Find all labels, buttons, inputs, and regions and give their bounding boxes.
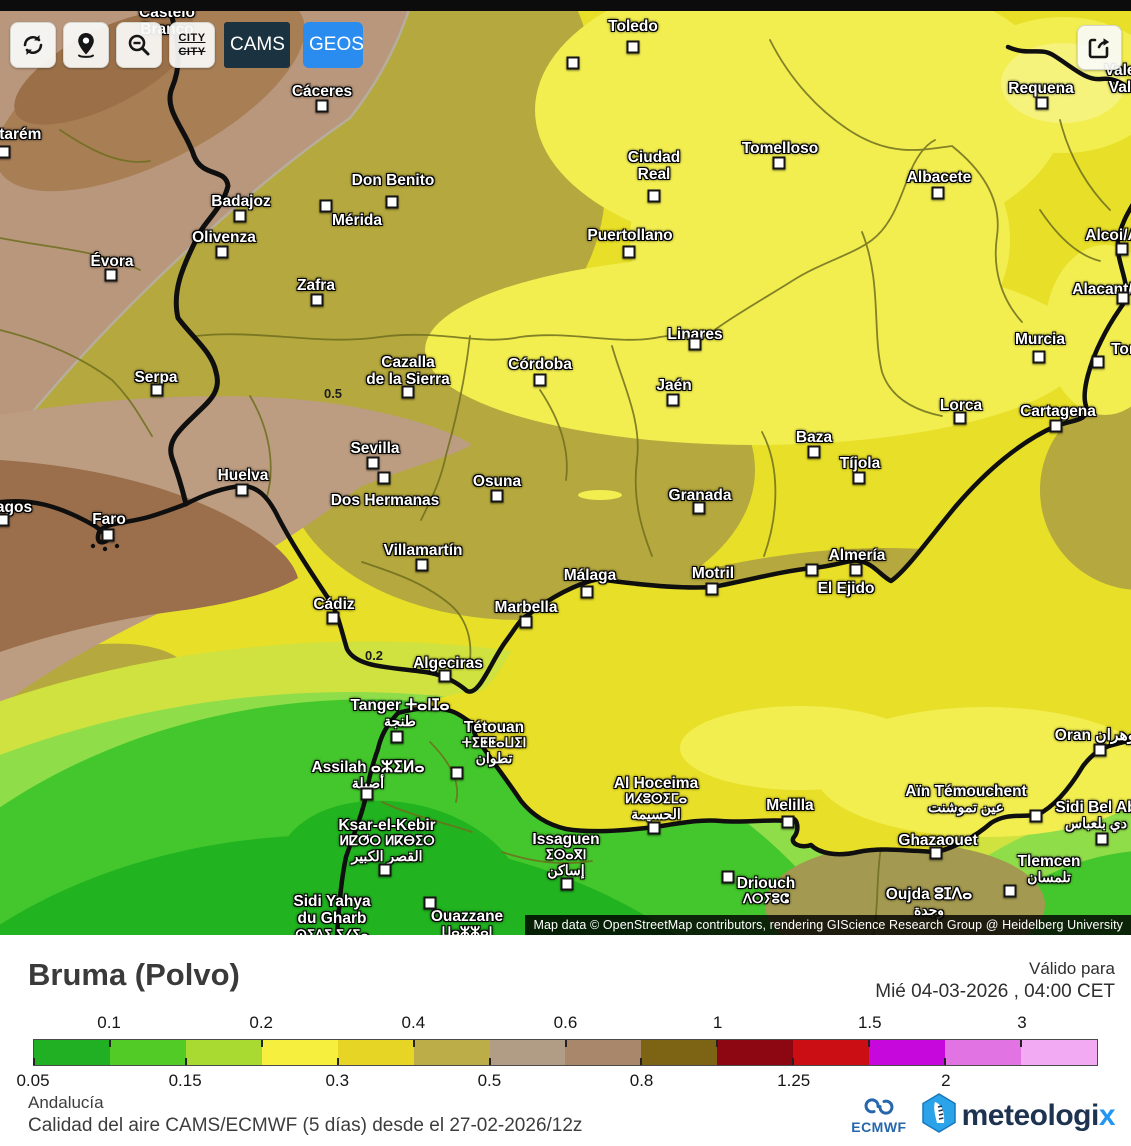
model-description: Calidad del aire CAMS/ECMWF (5 días) des… — [28, 1115, 583, 1136]
color-scale-bar — [33, 1039, 1098, 1066]
scale-tick-0.5 — [488, 1058, 491, 1065]
map-canvas[interactable]: CasteloBrancode la ReinaToledoCáceresata… — [0, 0, 1131, 935]
scale-label-0.8: 0.8 — [629, 1071, 654, 1090]
meteologix-hexagon-icon — [921, 1093, 957, 1138]
logos: ECMWF meteologix — [851, 1093, 1116, 1138]
scale-label-1.5: 1.5 — [857, 1013, 882, 1032]
scale-tick-0.1 — [108, 1040, 111, 1047]
ecmwf-icon — [862, 1097, 896, 1119]
scale-label-0.05: 0.05 — [16, 1071, 50, 1090]
meteologix-wordmark: meteologix — [961, 1098, 1116, 1132]
scale-label-1.25: 1.25 — [777, 1071, 811, 1090]
scale-tick-1 — [716, 1040, 719, 1047]
valid-time-value: Mié 04-03-2026 , 04:00 CET — [875, 981, 1115, 1002]
color-scale: 0.05 0.1 0.15 0.2 0.3 0.4 0.5 0.6 0.8 1 1.25 1.5 2 3 — [16, 1013, 1098, 1125]
region-name: Andalucía — [28, 1093, 104, 1112]
scale-tick-1.25 — [792, 1058, 795, 1065]
scale-tick-0.2 — [260, 1040, 263, 1047]
ecmwf-wordmark: ECMWF — [851, 1118, 907, 1135]
scale-segment-2 — [185, 1040, 262, 1065]
map-toolbar: CITY CITY CAMS GEOS — [10, 22, 364, 68]
zoom-out-button[interactable] — [116, 22, 162, 68]
refresh-icon — [20, 32, 46, 58]
scale-tick-0.15 — [184, 1058, 187, 1065]
parameter-title: Bruma (Polvo) — [28, 957, 240, 992]
scale-tick-0.6 — [564, 1040, 567, 1047]
top-black-bar — [0, 0, 1131, 11]
scale-label-0.5: 0.5 — [477, 1071, 502, 1090]
magnifier-minus-icon — [126, 32, 152, 58]
scale-label-0.2: 0.2 — [249, 1013, 274, 1032]
scale-segment-8 — [641, 1040, 718, 1065]
scale-label-1: 1 — [712, 1013, 723, 1032]
scale-label-0.15: 0.15 — [168, 1071, 202, 1090]
city-toggle-off-label: CITY — [178, 46, 206, 58]
scale-label-0.6: 0.6 — [553, 1013, 578, 1032]
city-toggle-on-label: CITY — [178, 31, 206, 44]
scale-tick-0.05 — [33, 1058, 35, 1065]
scale-segment-13 — [1020, 1040, 1097, 1065]
scale-segment-10 — [793, 1040, 870, 1065]
valid-time: Válido para Mié 04-03-2026 , 04:00 CET — [875, 959, 1115, 1003]
meteologix-logo: meteologix — [921, 1093, 1116, 1138]
location-pin-icon — [73, 31, 99, 59]
refresh-button[interactable] — [10, 22, 56, 68]
scale-segment-12 — [945, 1040, 1021, 1065]
scale-tick-1.5 — [868, 1040, 871, 1047]
share-button[interactable] — [1077, 25, 1122, 70]
scale-tick-3 — [1020, 1040, 1023, 1047]
ecmwf-logo: ECMWF — [851, 1097, 907, 1135]
scale-label-0.4: 0.4 — [401, 1013, 426, 1032]
scale-tick-0.3 — [336, 1058, 339, 1065]
scale-segment-6 — [489, 1040, 566, 1065]
scale-label-3: 3 — [1017, 1013, 1027, 1032]
dust-field-layer — [0, 0, 1131, 935]
scale-segment-1 — [109, 1040, 186, 1065]
scale-segment-9 — [717, 1040, 794, 1065]
scale-segment-3 — [261, 1040, 338, 1065]
scale-segment-4 — [337, 1040, 414, 1065]
scale-segment-5 — [413, 1040, 490, 1065]
valid-time-label: Válido para — [1028, 959, 1115, 978]
scale-tick-0.4 — [412, 1040, 415, 1047]
scale-segment-11 — [869, 1040, 946, 1065]
scale-segment-7 — [565, 1040, 642, 1065]
scale-tick-0.8 — [640, 1058, 643, 1065]
city-labels-toggle-button[interactable]: CITY CITY — [169, 22, 215, 68]
model-geos-button[interactable]: GEOS — [303, 22, 364, 68]
share-icon — [1086, 34, 1113, 61]
legend-panel: Bruma (Polvo) Válido para Mié 04-03-2026… — [0, 935, 1131, 1146]
scale-label-0.1: 0.1 — [97, 1013, 121, 1032]
scale-label-2: 2 — [941, 1071, 951, 1090]
model-cams-button[interactable]: CAMS — [224, 22, 290, 68]
locate-button[interactable] — [63, 22, 109, 68]
map-attribution: Map data © OpenStreetMap contributors, r… — [525, 915, 1131, 935]
scale-tick-2 — [944, 1058, 947, 1065]
scale-segment-0 — [34, 1040, 110, 1065]
scale-label-0.3: 0.3 — [325, 1071, 350, 1090]
